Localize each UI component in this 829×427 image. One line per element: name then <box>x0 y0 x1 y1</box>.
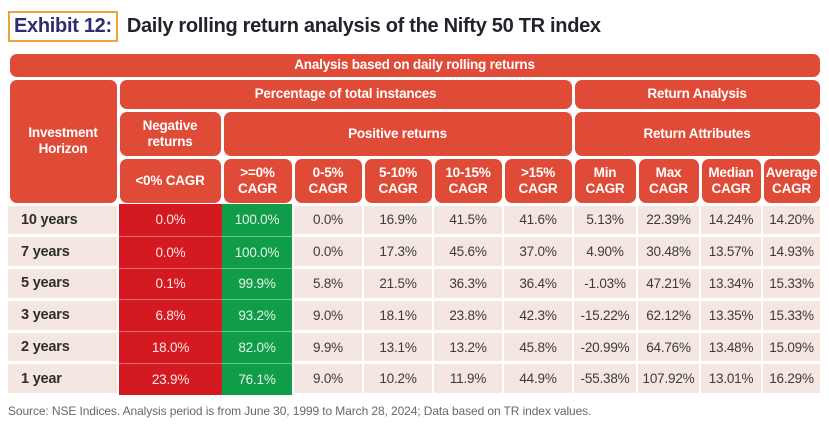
row-label: 3 years <box>8 300 117 330</box>
group-header-return-analysis: Return Analysis <box>574 79 820 109</box>
column-header-0-5-cagr: 0-5% CAGR <box>294 158 362 203</box>
data-cell: 41.6% <box>504 205 572 235</box>
column-header-average-cagr: Average CAGR <box>763 158 820 203</box>
data-cell: 45.6% <box>434 237 502 267</box>
column-header-gt15-cagr: >15% CAGR <box>504 158 572 203</box>
column-header-max-cagr: Max CAGR <box>638 158 699 203</box>
data-cell-negative: 0.0% <box>119 204 222 236</box>
data-cell: 13.48% <box>701 332 761 362</box>
data-cell: 16.9% <box>364 205 432 235</box>
data-cell: 107.92% <box>638 364 699 394</box>
data-cell: 13.1% <box>364 332 432 362</box>
data-cell: 13.2% <box>434 332 502 362</box>
data-cell-positive: 82.0% <box>222 331 292 363</box>
column-header-gte0-cagr: >=0% CAGR <box>223 158 292 203</box>
page-title: Daily rolling return analysis of the Nif… <box>126 14 601 37</box>
data-cell: 14.24% <box>701 205 761 235</box>
row-header-investment-horizon: Investment Horizon <box>9 79 117 203</box>
data-cell: 9.0% <box>294 300 362 330</box>
column-header-min-cagr: Min CAGR <box>574 158 636 203</box>
table-header: Analysis based on daily rolling returns … <box>8 52 821 204</box>
subgroup-header-negative-returns: Negative returns <box>119 111 221 156</box>
subgroup-header-return-attributes: Return Attributes <box>574 111 820 156</box>
table-body: 10 years 0.0% 100.0% 0.0% 16.9% 41.5% 41… <box>8 204 821 395</box>
data-cell: -55.38% <box>574 364 636 394</box>
data-cell: 64.76% <box>638 332 699 362</box>
data-cell-positive: 99.9% <box>222 267 292 300</box>
data-cell-negative: 6.8% <box>119 299 222 332</box>
data-cell: 41.5% <box>434 205 502 235</box>
data-cell: -1.03% <box>574 269 636 298</box>
top-header-analysis: Analysis based on daily rolling returns <box>9 53 820 77</box>
data-cell-positive: 100.0% <box>222 204 292 236</box>
data-cell-negative: 18.0% <box>119 331 222 363</box>
data-cell: 14.93% <box>763 237 820 267</box>
column-header-median-cagr: Median CAGR <box>701 158 761 203</box>
data-cell: 13.35% <box>701 300 761 330</box>
data-cell: 36.4% <box>504 269 572 298</box>
data-cell: 0.0% <box>294 205 362 235</box>
data-cell: 16.29% <box>763 364 820 394</box>
data-cell: 5.8% <box>294 269 362 298</box>
data-cell: 47.21% <box>638 269 699 298</box>
data-cell: 15.09% <box>763 332 820 362</box>
data-cell: 37.0% <box>504 237 572 267</box>
data-cell: 9.9% <box>294 332 362 362</box>
title-row: Exhibit 12: Daily rolling return analysi… <box>8 10 829 42</box>
data-cell: 13.01% <box>701 364 761 394</box>
data-cell-negative: 0.0% <box>119 235 222 268</box>
row-label: 1 year <box>8 364 117 394</box>
column-header-10-15-cagr: 10-15% CAGR <box>434 158 502 203</box>
data-cell: 5.13% <box>574 205 636 235</box>
data-cell: 11.9% <box>434 364 502 394</box>
subgroup-header-positive-returns: Positive returns <box>223 111 572 156</box>
data-cell: 10.2% <box>364 364 432 394</box>
row-label: 2 years <box>8 332 117 362</box>
column-header-5-10-cagr: 5-10% CAGR <box>364 158 432 203</box>
data-cell: 4.90% <box>574 237 636 267</box>
data-cell: 44.9% <box>504 364 572 394</box>
data-cell: -15.22% <box>574 300 636 330</box>
data-cell: 18.1% <box>364 300 432 330</box>
data-cell: 15.33% <box>763 269 820 298</box>
row-label: 10 years <box>8 205 117 235</box>
source-note: Source: NSE Indices. Analysis period is … <box>8 403 592 418</box>
data-cell: 15.33% <box>763 300 820 330</box>
data-cell-negative: 23.9% <box>119 362 222 395</box>
data-cell: 13.34% <box>701 269 761 298</box>
data-cell: 30.48% <box>638 237 699 267</box>
data-cell: 0.0% <box>294 237 362 267</box>
data-cell: 21.5% <box>364 269 432 298</box>
column-header-lt0-cagr: <0% CAGR <box>119 158 221 203</box>
exhibit-page: Exhibit 12: Daily rolling return analysi… <box>8 10 829 418</box>
data-cell: -20.99% <box>574 332 636 362</box>
data-cell-negative: 0.1% <box>119 267 222 300</box>
data-cell-positive: 100.0% <box>222 235 292 268</box>
data-cell-positive: 76.1% <box>222 362 292 395</box>
data-cell: 14.20% <box>763 205 820 235</box>
data-cell: 45.8% <box>504 332 572 362</box>
data-cell-positive: 93.2% <box>222 299 292 332</box>
data-cell: 22.39% <box>638 205 699 235</box>
row-label: 7 years <box>8 237 117 267</box>
data-cell: 17.3% <box>364 237 432 267</box>
data-cell: 36.3% <box>434 269 502 298</box>
exhibit-label: Exhibit 12: <box>8 10 118 42</box>
data-cell: 62.12% <box>638 300 699 330</box>
data-cell: 23.8% <box>434 300 502 330</box>
group-header-percentage-of-total-instances: Percentage of total instances <box>119 79 572 109</box>
data-cell: 42.3% <box>504 300 572 330</box>
row-label: 5 years <box>8 269 117 298</box>
data-cell: 13.57% <box>701 237 761 267</box>
data-cell: 9.0% <box>294 364 362 394</box>
